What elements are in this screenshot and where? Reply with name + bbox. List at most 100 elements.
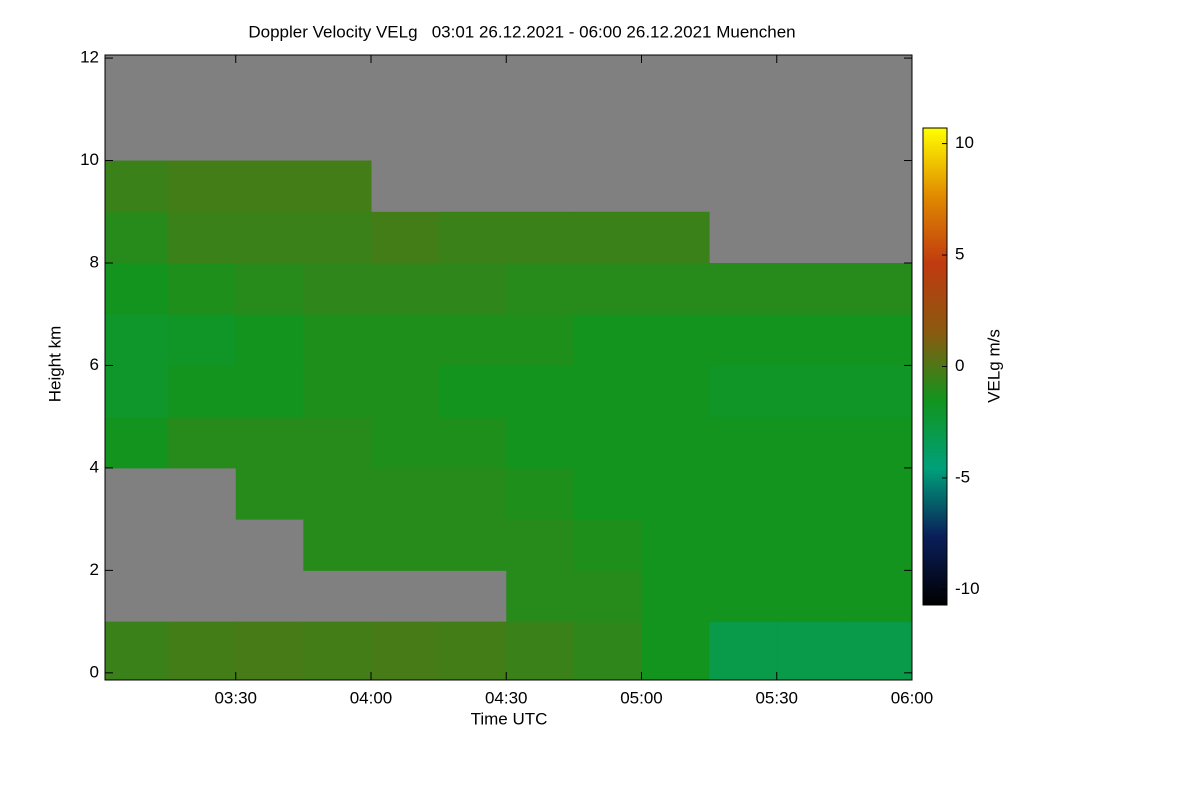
colorbar-tick-label: -10	[955, 579, 980, 598]
y-tick-label: 0	[90, 662, 99, 681]
heat-cell	[438, 519, 507, 571]
heat-cell	[573, 365, 642, 418]
y-tick-label: 6	[90, 355, 99, 374]
heat-cell	[844, 365, 913, 418]
heat-cell	[105, 365, 169, 418]
x-tick-label: 06:00	[891, 688, 934, 707]
heat-cell	[641, 519, 710, 571]
heat-cell	[105, 211, 169, 264]
heat-cell	[168, 262, 237, 315]
heat-cell	[506, 365, 575, 418]
heat-cell	[709, 262, 778, 315]
heat-cell	[844, 570, 913, 623]
heat-cell	[641, 262, 710, 315]
heat-cell	[573, 570, 642, 623]
heat-cell	[506, 621, 575, 681]
heat-cell	[168, 314, 237, 366]
y-tick-label: 8	[90, 252, 99, 271]
heat-cell	[709, 519, 778, 571]
heat-cell	[776, 621, 845, 681]
heat-cell	[641, 570, 710, 623]
heat-cell	[506, 519, 575, 571]
heat-cell	[506, 467, 575, 520]
heat-cell	[105, 314, 169, 366]
x-tick-label: 04:30	[485, 688, 528, 707]
heat-cell	[105, 160, 169, 213]
heat-cell	[709, 621, 778, 681]
heat-cell	[709, 365, 778, 418]
heat-cell	[303, 519, 372, 571]
heat-cell	[438, 365, 507, 418]
heat-cell	[235, 160, 304, 213]
colorbar-label: VELg m/s	[984, 329, 1003, 403]
heat-cell	[370, 467, 440, 520]
heat-cell	[776, 314, 845, 366]
heat-cell	[506, 314, 575, 366]
heat-cell	[105, 416, 169, 469]
y-tick-label: 10	[80, 150, 99, 169]
y-tick-label: 4	[90, 457, 99, 476]
heat-cell	[235, 467, 304, 520]
heat-cell	[235, 365, 304, 418]
heat-cell	[709, 570, 778, 623]
heat-cell	[776, 416, 845, 469]
heat-cell	[641, 621, 710, 681]
heat-cell	[235, 416, 304, 469]
x-tick-label: 03:30	[214, 688, 257, 707]
heat-cell	[438, 416, 507, 469]
heat-cell	[370, 211, 440, 264]
heat-cell	[303, 365, 372, 418]
heat-cell	[303, 160, 372, 213]
colorbar-tick-label: 10	[955, 133, 974, 152]
heat-cell	[506, 416, 575, 469]
heat-cell	[776, 570, 845, 623]
heat-cell	[235, 314, 304, 366]
heat-cell	[641, 467, 710, 520]
x-tick-label: 05:30	[755, 688, 798, 707]
y-tick-label: 2	[90, 560, 99, 579]
heat-cell	[573, 416, 642, 469]
heat-cell	[573, 262, 642, 315]
heat-cell	[641, 211, 710, 264]
heat-cell	[573, 314, 642, 366]
chart-title: Doppler Velocity VELg 03:01 26.12.2021 -…	[248, 22, 795, 41]
heat-cell	[573, 467, 642, 520]
heat-cell	[370, 416, 440, 469]
heat-cell	[105, 621, 169, 681]
heat-cell	[303, 262, 372, 315]
heat-cell	[168, 211, 237, 264]
heat-cell	[168, 621, 237, 681]
heat-cell	[506, 570, 575, 623]
heat-cell	[641, 365, 710, 418]
heat-cell	[235, 211, 304, 264]
heat-cell	[709, 314, 778, 366]
heat-cell	[370, 365, 440, 418]
heat-cell	[303, 467, 372, 520]
heat-cell	[235, 262, 304, 315]
heat-cell	[573, 211, 642, 264]
x-tick-label: 04:00	[350, 688, 393, 707]
heat-cell	[573, 621, 642, 681]
heat-cell	[709, 416, 778, 469]
heat-cell	[844, 467, 913, 520]
colorbar-tick-label: 5	[955, 245, 964, 264]
heat-cell	[776, 519, 845, 571]
heat-cell	[506, 262, 575, 315]
heat-cell	[438, 211, 507, 264]
heat-cell	[105, 262, 169, 315]
x-axis-label: Time UTC	[471, 709, 548, 728]
heat-cell	[573, 519, 642, 571]
heat-cell	[438, 467, 507, 520]
heat-cell	[844, 621, 913, 681]
heat-cell	[776, 262, 845, 315]
heat-cell	[370, 621, 440, 681]
heat-cell	[303, 416, 372, 469]
heat-cell	[303, 621, 372, 681]
heat-cell	[370, 519, 440, 571]
heat-cell	[303, 211, 372, 264]
x-tick-label: 05:00	[620, 688, 663, 707]
heat-cell	[168, 365, 237, 418]
y-tick-label: 12	[80, 48, 99, 67]
heat-cell	[168, 416, 237, 469]
